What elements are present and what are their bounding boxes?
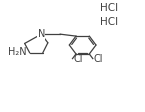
Text: H₂N: H₂N	[8, 47, 27, 57]
Text: Cl: Cl	[74, 54, 83, 64]
Text: N: N	[38, 29, 45, 39]
Text: Cl: Cl	[94, 54, 104, 64]
Text: HCl: HCl	[100, 17, 118, 27]
Text: HCl: HCl	[100, 3, 118, 13]
